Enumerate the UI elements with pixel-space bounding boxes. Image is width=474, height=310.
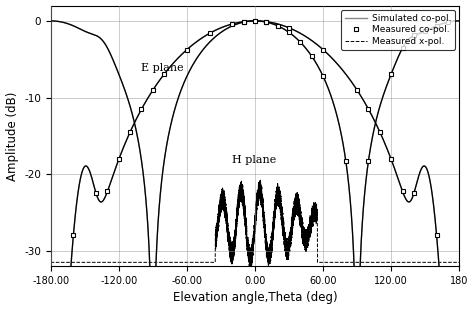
Legend: Simulated co-pol., Measured co-pol., Measured x-pol.: Simulated co-pol., Measured co-pol., Mea… bbox=[341, 10, 455, 50]
Measured co-pol. bbox=[354, 88, 360, 92]
Measured co-pol. bbox=[411, 192, 417, 195]
X-axis label: Elevation angle,Theta (deg): Elevation angle,Theta (deg) bbox=[173, 291, 337, 304]
Measured x-pol. bbox=[187, 260, 192, 264]
Measured co-pol. bbox=[320, 48, 326, 51]
Measured x-pol. bbox=[48, 260, 54, 264]
Simulated co-pol. bbox=[241, 20, 247, 24]
Measured co-pol. bbox=[400, 189, 405, 193]
Measured co-pol. bbox=[139, 107, 145, 111]
Measured x-pol. bbox=[258, 178, 264, 182]
Measured x-pol. bbox=[434, 260, 440, 264]
Measured co-pol. bbox=[161, 72, 167, 76]
Simulated co-pol. bbox=[439, 22, 445, 25]
Measured co-pol. bbox=[71, 233, 76, 237]
Measured co-pol. bbox=[434, 233, 439, 237]
Line: Simulated co-pol.: Simulated co-pol. bbox=[51, 21, 459, 310]
Measured co-pol. bbox=[365, 107, 371, 111]
Simulated co-pol. bbox=[346, 189, 352, 193]
Text: E plane: E plane bbox=[142, 63, 184, 73]
Measured co-pol. bbox=[184, 48, 190, 51]
Y-axis label: Amplitude (dB): Amplitude (dB) bbox=[6, 91, 18, 180]
Measured co-pol. bbox=[377, 130, 383, 134]
Simulated co-pol. bbox=[48, 19, 54, 23]
Measured x-pol. bbox=[439, 260, 445, 264]
Measured co-pol. bbox=[286, 26, 292, 30]
Measured co-pol. bbox=[264, 20, 269, 24]
Measured co-pol. bbox=[150, 88, 155, 92]
Measured x-pol. bbox=[346, 260, 352, 264]
Simulated co-pol. bbox=[456, 19, 462, 23]
Measured co-pol. bbox=[116, 157, 122, 161]
Measured co-pol. bbox=[128, 130, 133, 134]
Measured co-pol. bbox=[105, 189, 110, 193]
Measured co-pol. bbox=[252, 19, 258, 23]
Measured co-pol. bbox=[241, 20, 246, 24]
Simulated co-pol. bbox=[434, 24, 440, 28]
Measured x-pol. bbox=[358, 260, 364, 264]
Measured co-pol. bbox=[207, 31, 212, 35]
Simulated co-pol. bbox=[187, 69, 192, 73]
Measured x-pol. bbox=[247, 264, 253, 268]
Text: H plane: H plane bbox=[232, 155, 276, 165]
Measured x-pol. bbox=[241, 207, 247, 211]
Measured co-pol. bbox=[93, 192, 99, 195]
Measured co-pol. bbox=[388, 157, 394, 161]
Line: Measured co-pol.: Measured co-pol. bbox=[48, 19, 462, 310]
Line: Measured x-pol.: Measured x-pol. bbox=[51, 180, 459, 266]
Simulated co-pol. bbox=[358, 246, 364, 250]
Measured x-pol. bbox=[456, 260, 462, 264]
Measured co-pol. bbox=[229, 22, 235, 26]
